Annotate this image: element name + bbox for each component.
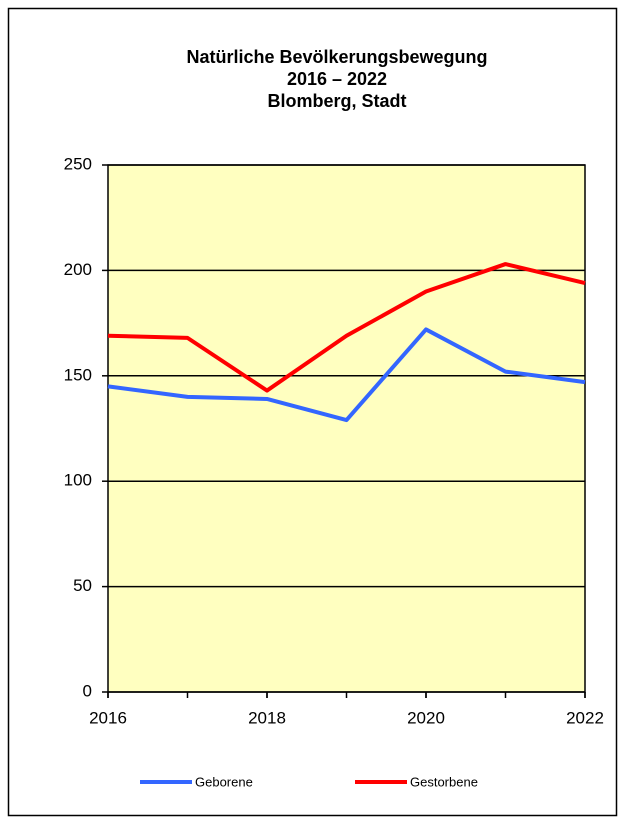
y-tick-label: 150 (64, 365, 92, 384)
series-line (107, 327, 586, 423)
y-tick-label: 0 (83, 681, 92, 700)
y-tick-label: 50 (73, 576, 92, 595)
y-tick-label: 250 (64, 154, 92, 173)
legend-label: Geborene (195, 774, 253, 789)
plot-area (108, 165, 585, 692)
x-tick-label: 2016 (89, 708, 127, 727)
chart-title: 2016 – 2022 (287, 69, 387, 89)
chart-title: Blomberg, Stadt (267, 91, 406, 111)
chart-title: Natürliche Bevölkerungsbewegung (186, 47, 487, 67)
x-tick-label: 2018 (248, 708, 286, 727)
x-tick-label: 2020 (407, 708, 445, 727)
series-line (107, 262, 586, 393)
y-tick-label: 100 (64, 471, 92, 490)
y-tick-label: 200 (64, 260, 92, 279)
x-tick-label: 2022 (566, 708, 604, 727)
legend-label: Gestorbene (410, 774, 478, 789)
